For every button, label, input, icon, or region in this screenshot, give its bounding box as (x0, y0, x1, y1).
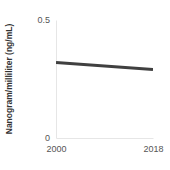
y-axis-title: Nanogram/milliliter (ng/mL) (4, 24, 14, 135)
y-tick: 0 (45, 133, 56, 143)
marks (56, 62, 153, 69)
chart: 00.520002018Nanogram/milliliter (ng/mL) (0, 0, 170, 170)
x-tick-label: 2000 (46, 144, 66, 154)
y-axis: 00.5 (37, 15, 56, 143)
y-axis-line (56, 21, 57, 139)
y-tick: 0.5 (37, 15, 56, 25)
x-tick: 2018 (143, 138, 163, 154)
x-axis: 2000 2018 (46, 138, 163, 154)
x-tick-label: 2018 (143, 144, 163, 154)
x-tick: 2000 (46, 138, 66, 154)
y-tick-label: 0 (45, 133, 50, 143)
x-axis-line (57, 138, 154, 139)
data-line (56, 62, 153, 69)
plot: 00.520002018 (37, 15, 163, 154)
y-tick-label: 0.5 (37, 15, 50, 25)
